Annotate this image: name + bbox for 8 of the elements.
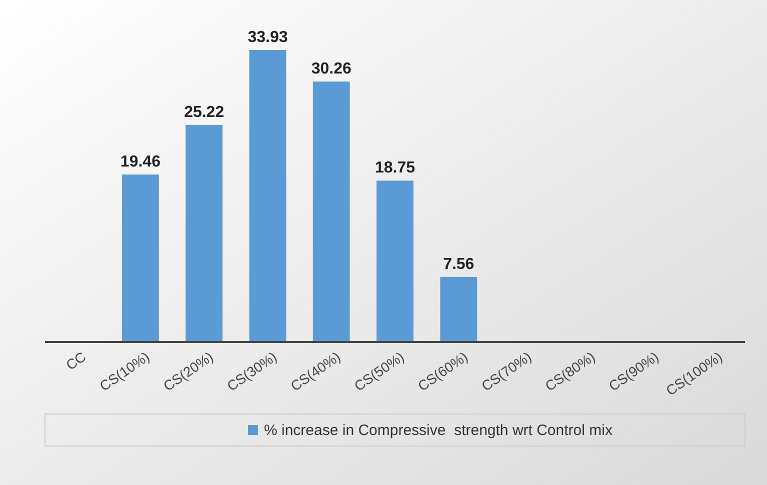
data-label: 7.56	[443, 256, 474, 273]
data-label: 19.46	[120, 154, 161, 171]
data-label: 25.22	[184, 104, 224, 121]
data-label: 18.75	[374, 160, 416, 177]
data-label: 30.26	[311, 60, 352, 78]
x-tick-label: CC	[62, 348, 89, 374]
legend-label: % increase in Compressive strength wrt Control mix	[264, 422, 613, 439]
data-label: 33.93	[248, 29, 288, 46]
